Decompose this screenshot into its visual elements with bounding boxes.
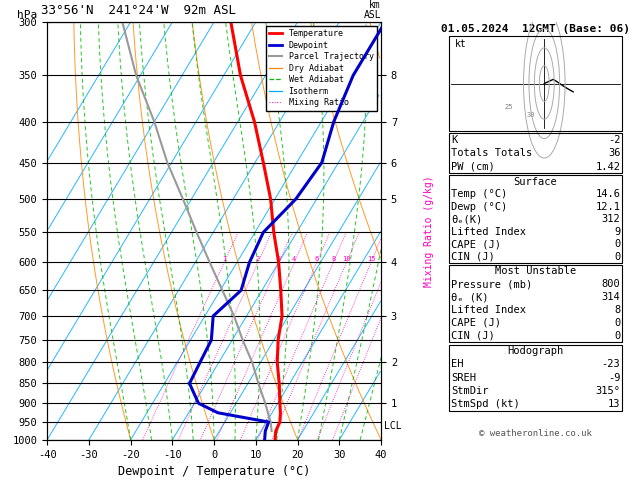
Text: K: K <box>451 135 457 145</box>
Text: 4: 4 <box>292 257 296 262</box>
Text: 12.1: 12.1 <box>596 202 620 211</box>
Text: CIN (J): CIN (J) <box>451 252 494 262</box>
Text: θₑ(K): θₑ(K) <box>451 214 482 224</box>
Text: 314: 314 <box>602 292 620 302</box>
Text: θₑ (K): θₑ (K) <box>451 292 488 302</box>
Text: 3: 3 <box>277 257 281 262</box>
Text: 10: 10 <box>342 257 350 262</box>
Bar <box>449 133 622 173</box>
Text: Pressure (mb): Pressure (mb) <box>451 279 532 289</box>
Text: Lifted Index: Lifted Index <box>451 226 526 237</box>
Bar <box>449 265 622 343</box>
Text: Dewp (°C): Dewp (°C) <box>451 202 507 211</box>
Text: CAPE (J): CAPE (J) <box>451 318 501 328</box>
Text: Hodograph: Hodograph <box>508 346 564 356</box>
Text: 8: 8 <box>331 257 335 262</box>
Text: 0: 0 <box>614 239 620 249</box>
Text: 13: 13 <box>608 399 620 409</box>
Text: LCL: LCL <box>384 421 402 431</box>
Text: SREH: SREH <box>451 373 476 382</box>
Legend: Temperature, Dewpoint, Parcel Trajectory, Dry Adiabat, Wet Adiabat, Isotherm, Mi: Temperature, Dewpoint, Parcel Trajectory… <box>266 26 377 111</box>
Text: 33°56'N  241°24'W  92m ASL: 33°56'N 241°24'W 92m ASL <box>41 4 236 17</box>
Text: 01.05.2024  12GMT (Base: 06): 01.05.2024 12GMT (Base: 06) <box>441 24 629 34</box>
Text: 30: 30 <box>526 112 535 118</box>
Text: 0: 0 <box>614 252 620 262</box>
Text: StmDir: StmDir <box>451 386 488 396</box>
Text: 9: 9 <box>614 226 620 237</box>
Bar <box>449 345 622 412</box>
Text: Most Unstable: Most Unstable <box>495 266 576 277</box>
Text: 8: 8 <box>614 305 620 315</box>
Text: 800: 800 <box>602 279 620 289</box>
Text: 312: 312 <box>602 214 620 224</box>
Bar <box>449 175 622 263</box>
Text: hPa: hPa <box>17 10 37 20</box>
Text: 0: 0 <box>614 331 620 341</box>
Text: 315°: 315° <box>596 386 620 396</box>
Text: 25: 25 <box>504 104 513 110</box>
Text: © weatheronline.co.uk: © weatheronline.co.uk <box>479 429 592 438</box>
Text: 1.42: 1.42 <box>596 162 620 172</box>
Text: 6: 6 <box>314 257 319 262</box>
Text: -9: -9 <box>608 373 620 382</box>
Text: -23: -23 <box>602 359 620 369</box>
Text: StmSpd (kt): StmSpd (kt) <box>451 399 520 409</box>
Text: km
ASL: km ASL <box>364 0 381 20</box>
Text: 1: 1 <box>222 257 226 262</box>
Bar <box>449 36 622 131</box>
Text: CIN (J): CIN (J) <box>451 331 494 341</box>
Text: 2: 2 <box>256 257 260 262</box>
Text: PW (cm): PW (cm) <box>451 162 494 172</box>
Text: 14.6: 14.6 <box>596 189 620 199</box>
Text: Mixing Ratio (g/kg): Mixing Ratio (g/kg) <box>425 175 435 287</box>
Text: Totals Totals: Totals Totals <box>451 148 532 158</box>
Text: Temp (°C): Temp (°C) <box>451 189 507 199</box>
Text: 15: 15 <box>367 257 376 262</box>
Text: kt: kt <box>454 38 466 49</box>
Text: EH: EH <box>451 359 464 369</box>
Text: 36: 36 <box>608 148 620 158</box>
Text: -2: -2 <box>608 135 620 145</box>
Text: CAPE (J): CAPE (J) <box>451 239 501 249</box>
Text: Surface: Surface <box>514 176 557 187</box>
X-axis label: Dewpoint / Temperature (°C): Dewpoint / Temperature (°C) <box>118 465 310 478</box>
Text: Lifted Index: Lifted Index <box>451 305 526 315</box>
Text: 0: 0 <box>614 318 620 328</box>
